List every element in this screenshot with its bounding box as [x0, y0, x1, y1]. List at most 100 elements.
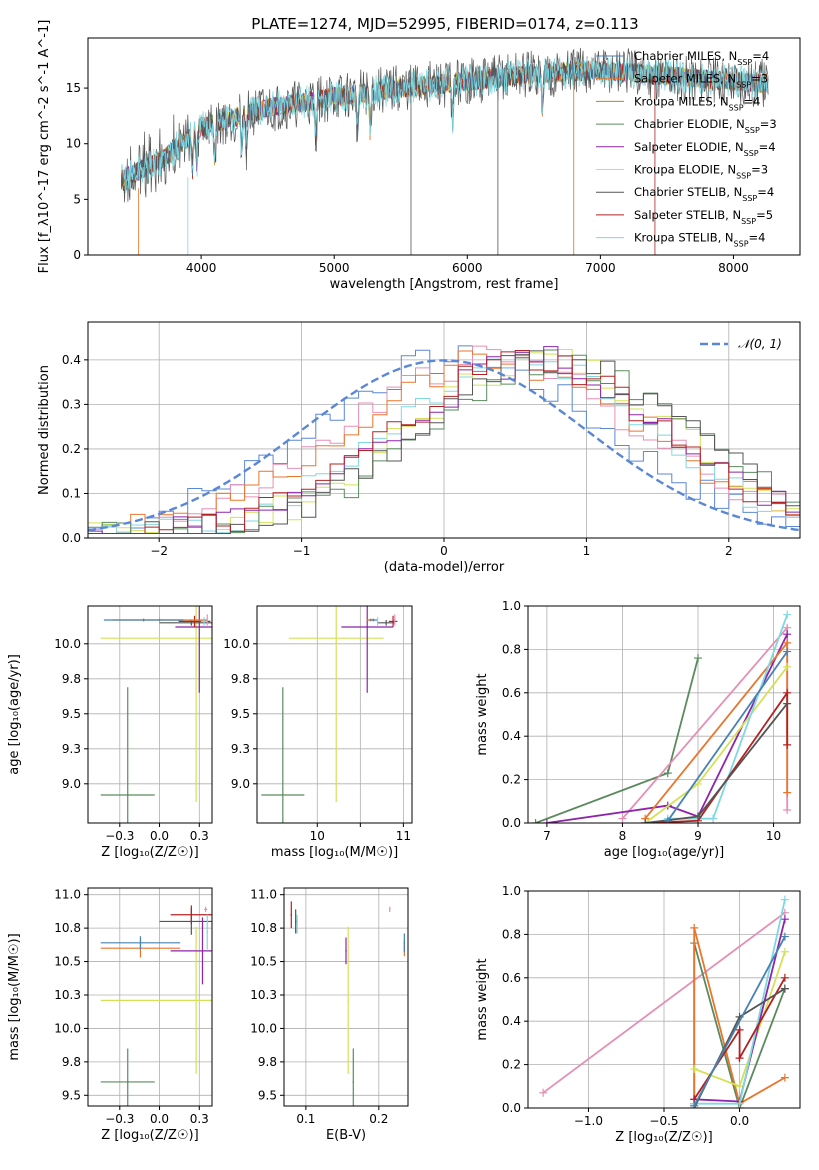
series-salp_stelib — [645, 689, 789, 823]
tick-label-y: 10.0 — [223, 637, 250, 651]
legend-count: =3 — [760, 117, 777, 131]
tick-label-y: 0.1 — [62, 486, 81, 500]
point-salp_elodie — [366, 626, 369, 628]
legend-label-normal: 𝒩(0, 1) — [738, 337, 782, 351]
legend-subscript: SSP — [745, 126, 760, 135]
tick-label-x: 0.0 — [730, 1114, 749, 1128]
point-chab_elodie — [352, 1081, 355, 1083]
marker-chab_miles — [780, 932, 789, 941]
marker-salp_stelib — [735, 1025, 744, 1034]
y-axis-label: mass [log₁₀(M/M☉)] — [7, 933, 22, 1060]
tick-label-y: 9.8 — [62, 1055, 81, 1069]
point-chab_elodie — [126, 1081, 129, 1083]
axes-frame — [87, 37, 801, 256]
x-axis-label: (data-model)/error — [384, 560, 505, 575]
legend-count: =4 — [759, 140, 776, 154]
tick-label-y: 0.0 — [62, 531, 81, 545]
x-axis-label: mass [log₁₀(M/M☉)] — [271, 845, 398, 860]
marker-chab_elodie — [663, 769, 672, 778]
point-salp_stelib — [290, 913, 293, 916]
tick-label-x: 0.3 — [190, 1112, 209, 1126]
tick-label-y: 10.0 — [54, 1021, 81, 1035]
point-pink — [393, 619, 396, 621]
legend-label-chab_miles: Chabrier MILES, NSSP=4 — [634, 49, 769, 67]
x-axis-label: Z [log₁₀(Z/Z☉)] — [615, 1130, 712, 1145]
errorbars-mass-vs-ebv — [290, 901, 406, 1106]
legend-count: =4 — [749, 231, 766, 245]
tick-label-y: 9.8 — [62, 672, 81, 686]
point-salp_elodie — [198, 626, 201, 628]
point-krou_stelib — [376, 620, 379, 623]
x-axis-label: age [log₁₀(age/yr)] — [604, 845, 725, 860]
tick-label-x: −0.5 — [649, 1114, 678, 1128]
tick-label-y: 0.2 — [502, 1058, 521, 1072]
legend-label-salp_elodie: Salpeter ELODIE, NSSP=4 — [634, 140, 776, 158]
marker-chab_miles — [690, 1101, 699, 1108]
tick-label-x: 10 — [766, 829, 781, 843]
figure-title: PLATE=1274, MJD=52995, FIBERID=0174, z=0… — [251, 15, 638, 33]
legend-label-salp_miles: Salpeter MILES, NSSP=3 — [634, 72, 768, 90]
legend-subscript: SSP — [734, 239, 749, 248]
legend-count: =3 — [751, 72, 768, 86]
y-axis-label: Normed distribution — [37, 365, 52, 495]
marker-salp_stelib — [783, 740, 792, 749]
tick-label-y: 10.8 — [250, 921, 277, 935]
marker-salp_stelib — [780, 973, 789, 982]
point-salp_stelib — [190, 913, 193, 916]
marker-salp_elodie — [783, 630, 792, 639]
tick-label-x: 0.0 — [150, 829, 169, 843]
point-krou_elodie — [195, 999, 197, 1002]
marker-pink — [618, 814, 627, 823]
marker-krou_elodie — [694, 779, 702, 788]
tick-label-y: 9.5 — [231, 707, 250, 721]
legend-subscript: SSP — [742, 194, 757, 203]
legend-label-krou_elodie: Kroupa ELODIE, NSSP=3 — [634, 163, 768, 181]
legend-subscript: SSP — [741, 216, 756, 225]
normal-curve — [88, 359, 800, 532]
tick-label-y: 10.3 — [250, 988, 277, 1002]
series-salp_miles — [693, 927, 786, 1106]
legend-count: =5 — [756, 208, 773, 222]
marker-krou_elodie — [735, 1082, 744, 1091]
marker-salp_miles — [780, 1073, 789, 1082]
tick-label-y: 10.8 — [54, 921, 81, 935]
point-chab_miles — [403, 942, 406, 944]
marker-salp_elodie — [780, 915, 789, 924]
tick-label-x: 8 — [619, 829, 627, 843]
y-axis-label: Flux [f_λ10^-17 erg cm^-2 s^-1 A^-1] — [37, 20, 52, 274]
tick-label-y: 0.3 — [62, 397, 81, 411]
tick-label-x: 8000 — [718, 261, 749, 275]
tick-label-y: 0.8 — [502, 927, 521, 941]
tick-label-y: 11.0 — [250, 888, 277, 902]
point-chab_stelib — [385, 622, 387, 624]
legend-subscript: SSP — [744, 148, 759, 157]
marker-chab_elodie — [694, 654, 702, 663]
tick-label-x: 7000 — [585, 261, 616, 275]
tick-label-y: 9.8 — [258, 1055, 277, 1069]
tick-label-y: 9.3 — [231, 742, 250, 756]
point-krou_stelib — [206, 931, 209, 933]
tick-label-y: 10.0 — [250, 1021, 277, 1035]
point-chab_elodie — [126, 794, 129, 796]
axes-frame — [87, 887, 213, 1107]
marker-pink — [783, 805, 792, 814]
point-salp_elodie — [201, 950, 204, 952]
axes-frame — [283, 887, 409, 1107]
tick-label-y: 0.0 — [502, 816, 521, 830]
point-pink — [388, 908, 391, 911]
marker-salp_stelib — [735, 1054, 744, 1063]
tick-label-y: 9.8 — [231, 672, 250, 686]
tick-label-y: 0.4 — [502, 1014, 521, 1028]
marker-chab_stelib — [780, 984, 789, 993]
series-salp_elodie — [546, 633, 789, 823]
tick-label-y: 0.2 — [62, 442, 81, 456]
tick-label-y: 10.0 — [54, 637, 81, 651]
point-krou_elodie — [195, 637, 197, 639]
tick-label-y: 10.3 — [54, 988, 81, 1002]
tick-label-y: 9.0 — [231, 777, 250, 791]
data-layer — [88, 47, 800, 1108]
series-chab_miles — [693, 936, 786, 1107]
tick-label-y: 10.5 — [250, 955, 277, 969]
series-pink — [621, 625, 789, 820]
